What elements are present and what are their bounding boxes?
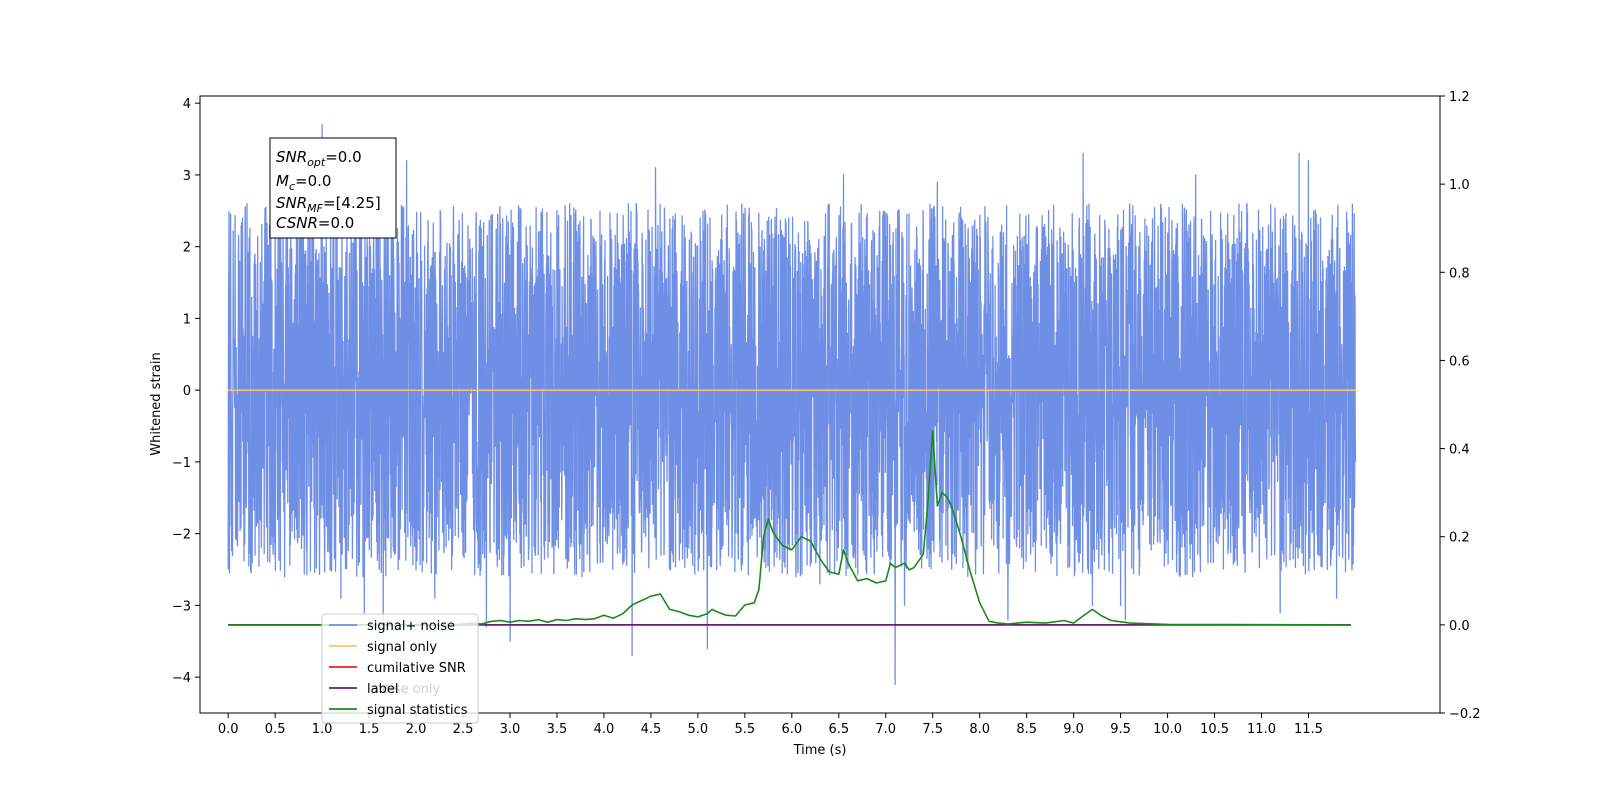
annotation-line-4: CSNR=0.0 [276, 214, 354, 232]
annotation-line-2: Mc=0.0 [276, 172, 331, 193]
legend-entry: signal+ noise [329, 619, 455, 634]
x-tick-label: 1.5 [359, 722, 380, 737]
x-tick-label: 2.0 [406, 722, 427, 737]
legend-overlap-text: noise only [374, 682, 441, 697]
x-tick-label: 3.5 [547, 722, 568, 737]
x-tick-label: 7.5 [922, 722, 943, 737]
x-tick-label: 11.0 [1247, 722, 1276, 737]
x-tick-label: 10.5 [1200, 722, 1229, 737]
x-tick-label: 7.0 [875, 722, 896, 737]
legend-label: signal only [367, 640, 437, 655]
x-tick-label: 3.0 [500, 722, 521, 737]
series-signal-noise [227, 124, 1357, 685]
x-tick-label: 4.0 [594, 722, 615, 737]
y-tick-label: −3 [172, 599, 191, 614]
x-tick-label: 0.0 [218, 722, 239, 737]
x-axis: 0.0 0.5 1.0 1.5 2.0 2.5 3.0 3.5 4.0 4.5 5.0 5.5 6.0 6… [218, 713, 1323, 737]
y2-tick-label: −0.2 [1449, 707, 1481, 722]
y-tick-label: 3 [183, 169, 191, 184]
y-axis-right: −0.2 0.0 0.2 0.4 0.6 0.8 1.0 1.2 [1440, 90, 1481, 722]
y-axis-left: −4 −3 −2 −1 0 1 2 3 4 [172, 97, 200, 686]
x-tick-label: 1.0 [312, 722, 333, 737]
x-tick-label: 0.5 [265, 722, 286, 737]
y2-tick-label: 0.4 [1449, 443, 1470, 458]
x-tick-label: 9.0 [1063, 722, 1084, 737]
x-tick-label: 8.5 [1016, 722, 1037, 737]
y-tick-label: 2 [183, 241, 191, 256]
y2-tick-label: 0.2 [1449, 531, 1470, 546]
x-tick-label: 5.5 [735, 722, 756, 737]
x-tick-label: 11.5 [1294, 722, 1323, 737]
x-tick-label: 9.5 [1110, 722, 1131, 737]
legend-label: cumilative SNR [367, 661, 466, 676]
series-signal-statistics [228, 430, 1351, 626]
x-tick-label: 5.0 [688, 722, 709, 737]
y-axis-label: Whitened strain [149, 352, 164, 455]
y-tick-label: −1 [172, 456, 191, 471]
legend-entry: cumilative SNR [329, 661, 466, 676]
legend-entry: label [329, 682, 398, 697]
legend-label: signal statistics [367, 703, 468, 718]
y2-tick-label: 0.8 [1449, 266, 1470, 281]
legend-label: signal+ noise [367, 619, 455, 634]
y2-tick-label: 0.6 [1449, 354, 1470, 369]
y2-tick-label: 1.2 [1449, 90, 1470, 105]
annotation-box: SNRopt=0.0 Mc=0.0 SNRMF=[4.25] CSNR=0.0 [269, 137, 397, 239]
y-tick-label: 4 [183, 97, 191, 112]
x-tick-label: 8.0 [969, 722, 990, 737]
y2-tick-label: 0.0 [1449, 619, 1470, 634]
annotation-line-3: SNRMF=[4.25] [276, 194, 381, 215]
y-tick-label: −2 [172, 528, 191, 543]
x-tick-label: 10.0 [1153, 722, 1182, 737]
legend-label: label [367, 682, 398, 697]
legend-entry: signal statistics [329, 703, 468, 718]
legend: noise only signal+ noise signal only cumil… [321, 613, 479, 724]
x-tick-label: 4.5 [641, 722, 662, 737]
plot-frame [199, 95, 1441, 714]
x-tick-label: 2.5 [453, 722, 474, 737]
annotation-line-1: SNRopt=0.0 [276, 148, 362, 169]
y-tick-label: 0 [183, 384, 191, 399]
x-tick-label: 6.0 [781, 722, 802, 737]
annotation-frame [269, 137, 397, 239]
x-axis-label: Time (s) [793, 743, 847, 758]
y-tick-label: 1 [183, 312, 191, 327]
y-tick-label: −4 [172, 671, 191, 686]
legend-frame [321, 613, 479, 724]
legend-entry: signal only [329, 640, 437, 655]
y2-tick-label: 1.0 [1449, 178, 1470, 193]
x-tick-label: 6.5 [828, 722, 849, 737]
